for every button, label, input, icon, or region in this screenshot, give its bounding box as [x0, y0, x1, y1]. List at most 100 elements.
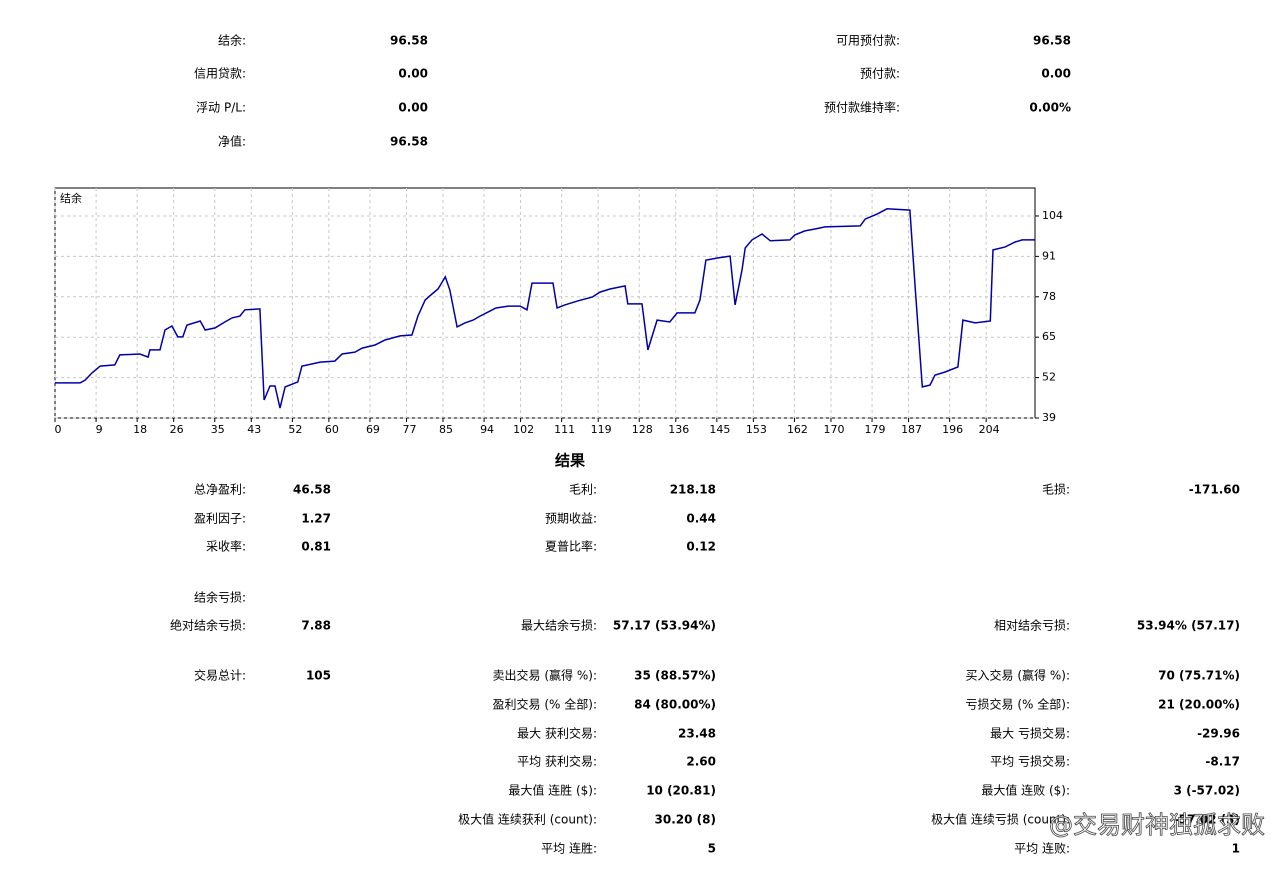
- x-tick-label: 162: [787, 423, 808, 436]
- y-tick-label: 39: [1042, 411, 1056, 424]
- balance-line: [55, 208, 1035, 409]
- stat-value: 2.60: [686, 755, 716, 769]
- summary-label: 浮动 P/L:: [196, 101, 246, 115]
- chart-label: 结余: [60, 191, 82, 205]
- x-tick-label: 0: [55, 423, 62, 436]
- stat-label: 最大 亏损交易:: [990, 726, 1070, 741]
- stat-value: 23.48: [678, 727, 716, 741]
- stat-value: 0.81: [301, 540, 331, 554]
- stat-value: 30.20 (8): [655, 813, 716, 827]
- x-tick-label: 77: [402, 423, 416, 436]
- stat-label: 平均 连败:: [1014, 841, 1070, 856]
- summary-value: 96.58: [390, 34, 428, 48]
- stat-label: 盈利因子:: [194, 512, 246, 526]
- stat-label: 采收率:: [206, 539, 246, 554]
- x-tick-label: 196: [942, 423, 963, 436]
- watermark: @交易财神独孤求败: [1049, 811, 1265, 839]
- stat-value: 3 (-57.02): [1174, 784, 1240, 798]
- stat-value: 35 (88.57%): [634, 669, 716, 683]
- stat-value: 21 (20.00%): [1158, 698, 1240, 712]
- stat-value: -171.60: [1189, 483, 1240, 497]
- stat-value: -57.02 (3): [1174, 813, 1240, 827]
- y-tick-label: 78: [1042, 290, 1056, 303]
- x-tick-label: 85: [439, 423, 453, 436]
- x-tick-label: 145: [709, 423, 730, 436]
- stat-value: 10 (20.81): [646, 784, 716, 798]
- stat-value: 105: [306, 669, 331, 683]
- stat-label: 最大值 连胜 ($):: [508, 783, 597, 798]
- stat-label: 最大结余亏损:: [521, 618, 597, 633]
- stat-value: 53.94% (57.17): [1137, 619, 1240, 633]
- x-tick-label: 187: [901, 423, 922, 436]
- y-tick-label: 65: [1042, 330, 1056, 343]
- stat-label: 平均 亏损交易:: [990, 754, 1070, 769]
- x-tick-label: 60: [325, 423, 339, 436]
- x-tick-label: 153: [746, 423, 767, 436]
- stat-value: 1: [1232, 842, 1240, 856]
- stat-label: 盈利交易 (% 全部):: [493, 697, 597, 712]
- stat-label: 相对结余亏损:: [994, 618, 1070, 633]
- stat-value: 5: [708, 842, 716, 856]
- stat-label: 预期收益:: [545, 512, 597, 526]
- x-tick-label: 69: [366, 423, 380, 436]
- y-tick-label: 52: [1042, 371, 1056, 384]
- stat-label: 平均 连胜:: [541, 841, 597, 856]
- summary-value: 0.00%: [1029, 101, 1071, 115]
- stat-label: 卖出交易 (赢得 %):: [493, 668, 597, 683]
- stat-label: 亏损交易 (% 全部):: [966, 697, 1070, 712]
- y-tick-label: 91: [1042, 249, 1056, 262]
- stat-label: 交易总计:: [194, 668, 246, 683]
- summary-value: 0.00: [398, 67, 428, 81]
- summary-value: 0.00: [398, 101, 428, 115]
- x-tick-label: 119: [591, 423, 612, 436]
- x-tick-label: 52: [288, 423, 302, 436]
- stat-value: -29.96: [1197, 727, 1240, 741]
- stat-value: 0.12: [686, 540, 716, 554]
- x-tick-label: 102: [513, 423, 534, 436]
- stat-value: 7.88: [301, 619, 331, 633]
- stat-label: 最大 获利交易:: [517, 726, 597, 741]
- stat-label: 极大值 连续获利 (count):: [458, 812, 597, 827]
- stat-label: 总净盈利:: [194, 483, 246, 497]
- stat-label: 最大值 连败 ($):: [981, 783, 1070, 798]
- stat-label: 毛利:: [569, 483, 597, 497]
- stat-value: 84 (80.00%): [634, 698, 716, 712]
- x-tick-label: 35: [211, 423, 225, 436]
- stat-value: 46.58: [293, 483, 331, 497]
- summary-label: 预付款:: [860, 67, 900, 81]
- x-tick-label: 18: [133, 423, 147, 436]
- summary-value: 96.58: [390, 135, 428, 149]
- summary-value: 0.00: [1041, 67, 1071, 81]
- stat-label: 毛损:: [1042, 483, 1070, 497]
- stat-value: 218.18: [670, 483, 716, 497]
- summary-label: 预付款维持率:: [824, 100, 900, 115]
- stat-label: 结余亏损:: [194, 590, 246, 605]
- x-tick-label: 204: [979, 423, 1000, 436]
- stat-label: 平均 获利交易:: [517, 754, 597, 769]
- stat-value: 0.44: [686, 512, 716, 526]
- stat-value: -8.17: [1205, 755, 1240, 769]
- x-tick-label: 136: [668, 423, 689, 436]
- x-tick-label: 170: [823, 423, 844, 436]
- x-tick-label: 128: [632, 423, 653, 436]
- x-tick-label: 94: [480, 423, 494, 436]
- summary-label: 信用贷款:: [194, 67, 246, 81]
- stat-label: 夏普比率:: [545, 539, 597, 554]
- stat-value: 1.27: [301, 512, 331, 526]
- x-tick-label: 43: [247, 423, 261, 436]
- x-tick-label: 26: [170, 423, 184, 436]
- stat-label: 极大值 连续亏损 (count):: [931, 812, 1070, 827]
- summary-value: 96.58: [1033, 34, 1071, 48]
- x-tick-label: 9: [96, 423, 103, 436]
- stat-label: 绝对结余亏损:: [170, 618, 246, 633]
- stat-value: 70 (75.71%): [1158, 669, 1240, 683]
- results-title: 结果: [555, 452, 586, 470]
- summary-label: 净值:: [218, 134, 246, 149]
- x-tick-label: 179: [865, 423, 886, 436]
- summary-label: 结余:: [218, 33, 246, 48]
- stat-label: 买入交易 (赢得 %):: [966, 668, 1070, 683]
- plot-frame: [54, 187, 1036, 419]
- summary-label: 可用预付款:: [836, 34, 900, 48]
- x-tick-label: 111: [554, 423, 575, 436]
